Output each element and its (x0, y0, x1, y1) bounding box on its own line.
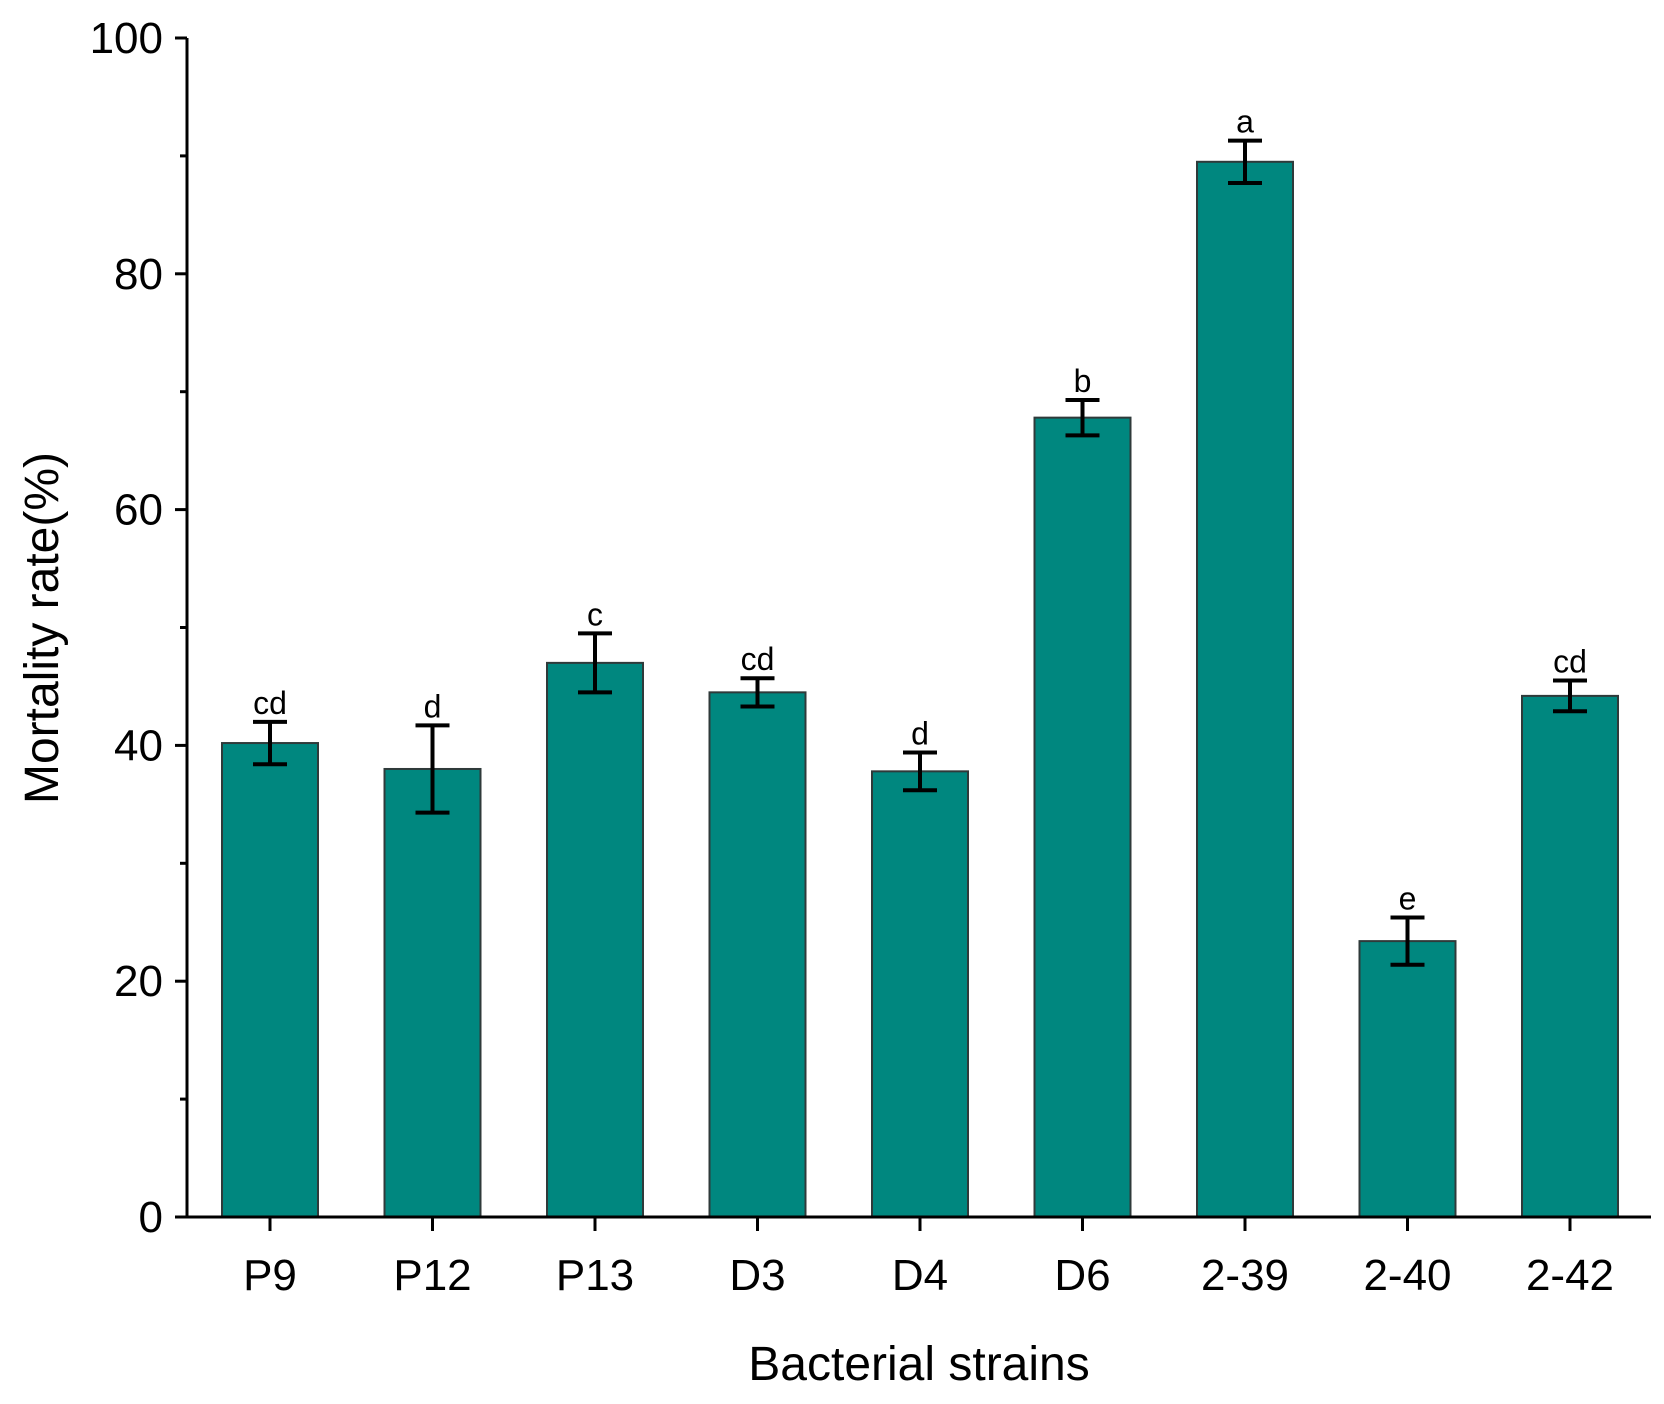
y-tick-label: 20 (114, 957, 163, 1006)
bar-P9 (221, 742, 319, 1218)
significance-label-P12: d (424, 688, 442, 724)
significance-label-D6: b (1074, 363, 1092, 399)
significance-label-P9: cd (253, 685, 287, 721)
x-tick-label-D3: D3 (729, 1251, 785, 1300)
bar-2-40 (1358, 940, 1457, 1218)
x-tick-label-2-40: 2-40 (1363, 1251, 1451, 1300)
bar-D4 (871, 770, 969, 1218)
x-ticks-group: P9 P12 P13 D3 D4 D6 2-39 2-40 2-42 (243, 1217, 1614, 1300)
x-tick-label-D6: D6 (1054, 1251, 1110, 1300)
error-bars-group (253, 138, 1587, 967)
bar-D6 (1033, 416, 1132, 1218)
bars-group (221, 160, 1619, 1218)
y-axis-title: Mortality rate(%) (16, 452, 69, 804)
y-tick-label: 60 (114, 486, 163, 535)
x-tick-label-P9: P9 (243, 1251, 297, 1300)
bar-2-39 (1196, 160, 1294, 1218)
bar-P12 (383, 767, 482, 1218)
bar-D3 (708, 691, 807, 1218)
x-tick-label-2-39: 2-39 (1201, 1251, 1289, 1300)
significance-label-D3: cd (741, 641, 775, 677)
y-tick-label: 100 (90, 14, 163, 63)
x-tick-label-P12: P12 (393, 1251, 471, 1300)
significance-label-D4: d (911, 715, 929, 751)
significance-label-2-39: a (1236, 104, 1254, 140)
x-tick-label-D4: D4 (892, 1251, 948, 1300)
bar-2-42 (1521, 694, 1619, 1218)
x-tick-label-2-42: 2-42 (1526, 1251, 1614, 1300)
y-ticks-group: 0 20 40 60 80 100 (90, 14, 187, 1242)
significance-label-P13: c (587, 596, 603, 632)
significance-label-2-42: cd (1553, 644, 1587, 680)
y-tick-label: 0 (139, 1193, 163, 1242)
y-tick-label: 40 (114, 721, 163, 770)
x-tick-label-P13: P13 (556, 1251, 634, 1300)
y-tick-label: 80 (114, 250, 163, 299)
significance-label-2-40: e (1399, 881, 1417, 917)
bar-P13 (546, 661, 644, 1218)
significance-letters-group: cd d c cd d b a e cd (253, 104, 1587, 917)
x-axis-title: Bacterial strains (748, 1338, 1089, 1391)
